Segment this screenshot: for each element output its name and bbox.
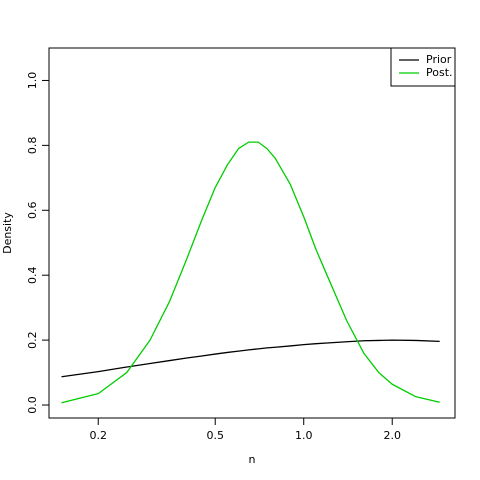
legend-box [390,47,456,87]
y-tick-label: 1.0 [26,72,39,90]
y-axis-label: Density [1,212,14,254]
legend-label: Prior [426,53,452,66]
y-tick-label: 0.8 [26,137,39,155]
x-axis-label: n [249,453,256,466]
y-tick-label: 0.0 [26,396,39,414]
y-tick-label: 0.4 [26,266,39,284]
x-tick-label: 2.0 [383,429,401,442]
x-tick-label: 0.5 [206,429,224,442]
line-series [61,141,440,404]
x-tick-label: 0.2 [89,429,107,442]
y-tick-label: 0.6 [26,202,39,220]
y-tick-label: 0.2 [26,331,39,349]
x-tick-label: 1.0 [295,429,313,442]
legend-label: Post. [426,66,453,79]
plot-frame [48,47,456,419]
line-series [61,339,440,378]
